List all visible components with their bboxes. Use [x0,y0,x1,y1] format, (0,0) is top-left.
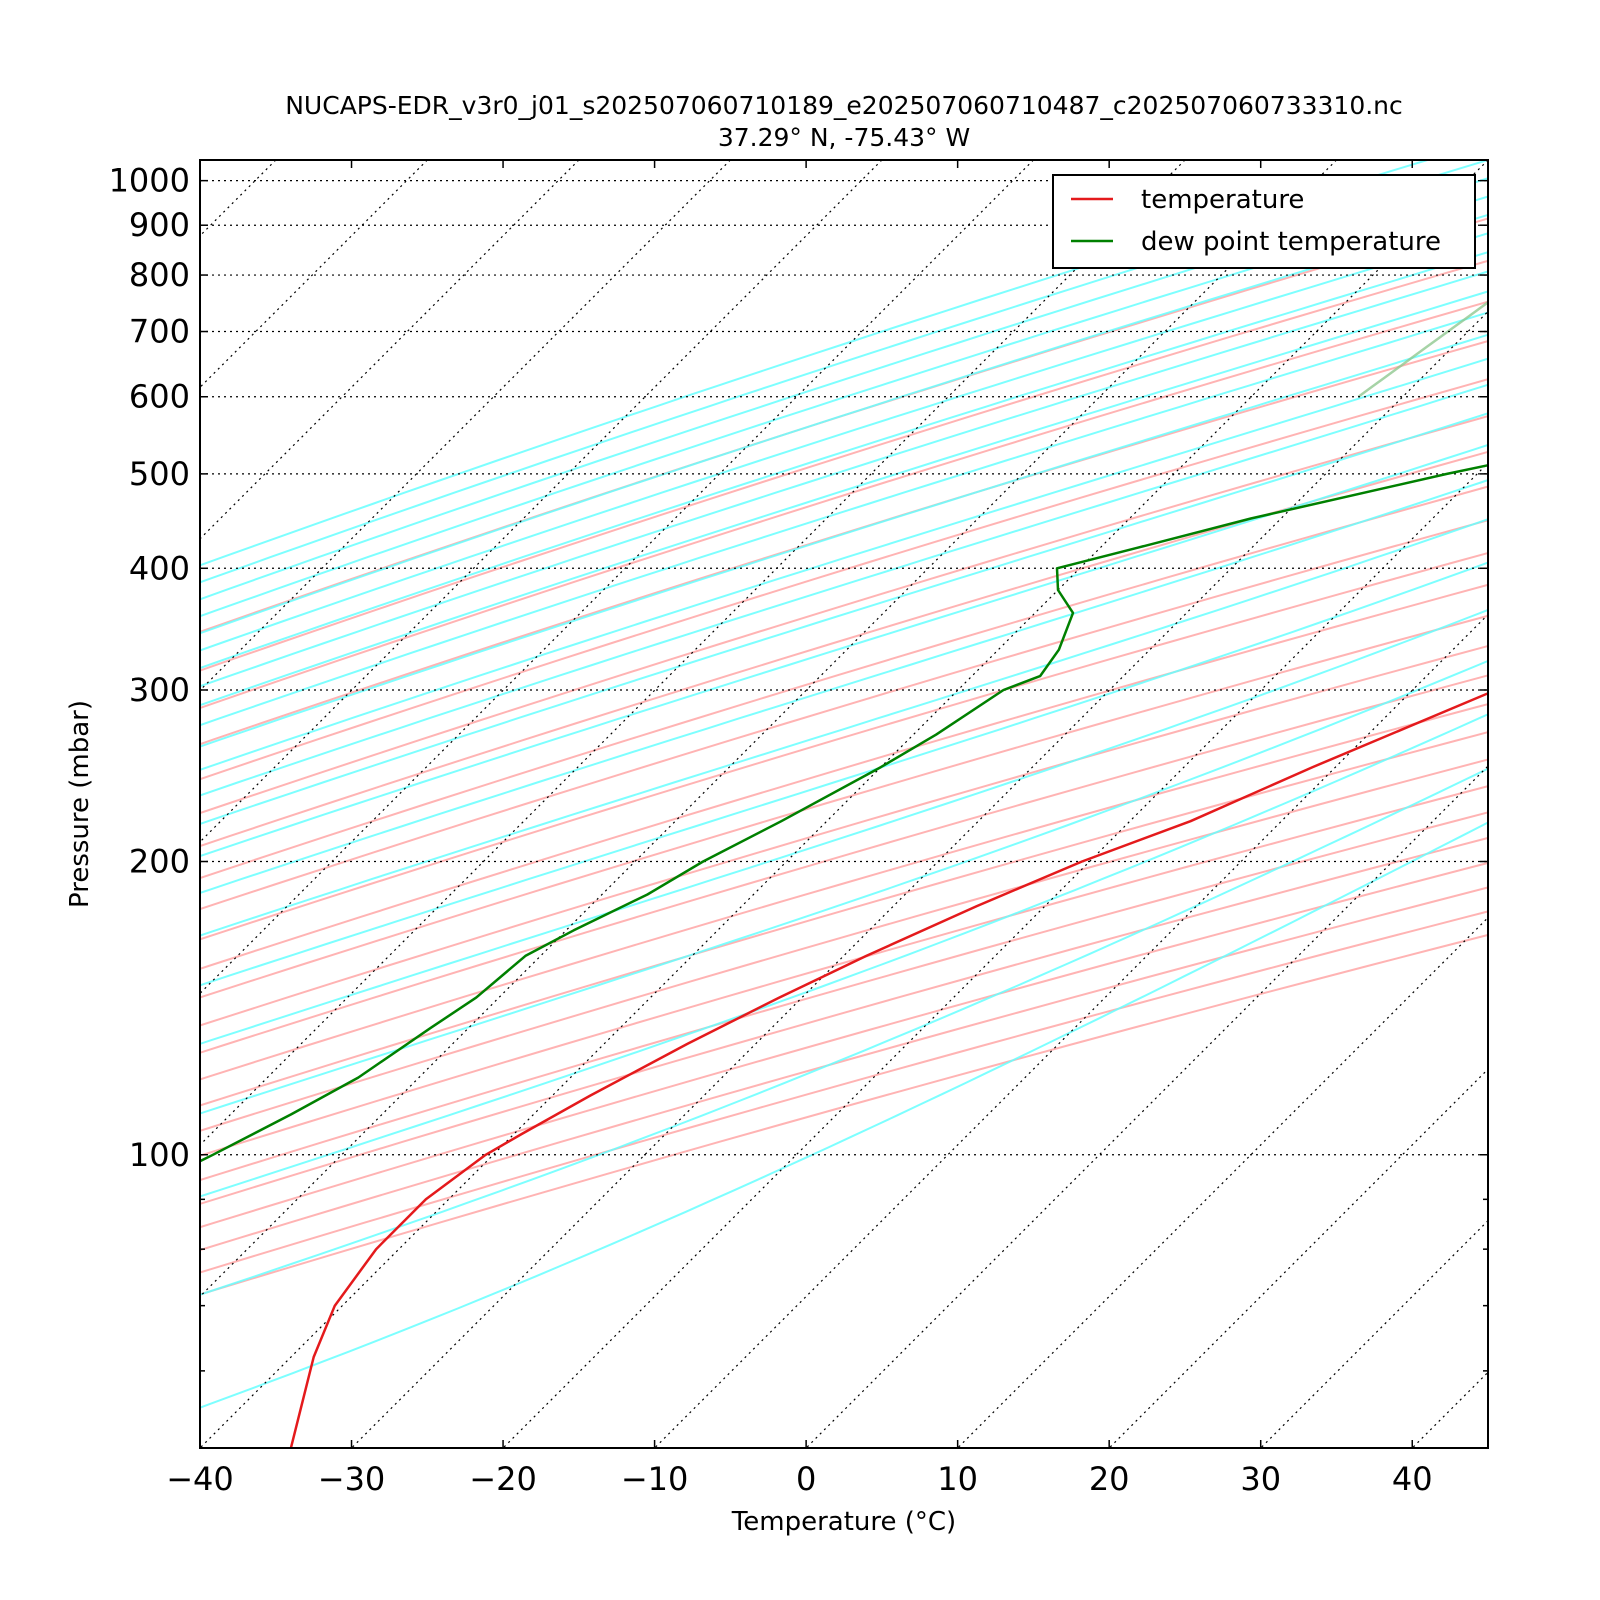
dry-adiabat-line [200,933,1488,1296]
x-tick-label: −10 [621,1460,689,1498]
dry-adiabat-line [200,758,1488,1132]
moist-adiabat-line [200,195,1488,618]
temperature-line [289,691,1488,1448]
dew-point-line [200,463,1488,1163]
moist-adiabat-line [200,412,1488,825]
y-axis-ticks: 100 200 300 400 500 600 700 800 900 1000 [109,162,1488,1372]
x-tick-label: 30 [1240,1460,1281,1498]
moist-adiabat-line [200,232,1488,652]
dry-adiabat-line [200,259,1488,672]
moist-adiabat-line [200,213,1488,635]
y-tick-label: 500 [129,455,190,493]
moist-adiabat-line [200,160,1488,584]
dry-adiabat-line [200,551,1488,941]
moist-adiabat-line [200,767,1488,1296]
x-tick-label: 0 [796,1460,816,1498]
moist-adiabat-line [200,561,1488,987]
dry-adiabat-line [200,340,1488,746]
legend-label-dew-point: dew point temperature [1141,227,1441,257]
moist-adiabat-line [200,479,1488,894]
moist-adiabat-line [200,251,1488,670]
series-layer [200,463,1488,1448]
y-tick-label: 200 [129,843,190,881]
moist-adiabat-line [200,443,1488,858]
dry-adiabat-line [200,910,1488,1274]
legend-label-temperature: temperature [1141,185,1304,215]
mixing-ratio-line [1357,300,1488,398]
moist-adiabat-line [200,518,1488,937]
x-tick-label: 40 [1392,1460,1433,1498]
dry-adiabat-line [200,644,1488,1027]
dry-adiabat-line [200,886,1488,1252]
moist-adiabat-line [200,608,1488,1045]
dry-adiabat-line [200,614,1488,999]
y-axis-label: Pressure (mbar) [65,700,95,908]
moist-adiabat-line [200,177,1488,601]
y-tick-label: 900 [129,206,190,244]
moist-adiabat-line [200,290,1488,707]
dry-adiabat-line [200,519,1488,911]
dry-adiabat-line [200,703,1488,1081]
isobar-gridlines [200,180,1488,1156]
y-tick-label: 600 [129,378,190,416]
moist-adiabat-line [200,333,1488,748]
chart-title: NUCAPS-EDR_v3r0_j01_s202507060710189_e20… [285,91,1403,120]
legend: temperature dew point temperature [1052,174,1476,269]
moist-adiabat-line [200,713,1488,1198]
y-tick-label: 800 [129,256,190,294]
moist-adiabat-line [200,311,1488,727]
dry-adiabat-line [200,450,1488,848]
moist-adiabat-line [200,821,1488,1409]
x-tick-label: 10 [937,1460,978,1498]
dry-adiabat-line [200,300,1488,710]
y-tick-label: 100 [129,1136,190,1174]
moist-adiabats [200,160,1488,1409]
y-tick-label: 700 [129,313,190,351]
mixing-ratio-lines [1357,300,1488,398]
moist-adiabat-line [200,160,1428,567]
y-tick-label: 400 [129,549,190,587]
chart-subtitle: 37.29° N, -75.43° W [718,123,970,152]
dry-adiabat-line [200,785,1488,1157]
dry-adiabat-line [200,485,1488,880]
moist-adiabat-line [200,270,1488,688]
x-tick-label: 20 [1089,1460,1130,1498]
dry-adiabat-line [200,415,1488,815]
y-tick-label: 300 [129,671,190,709]
plot-frame [199,159,1489,1449]
x-tick-label: −30 [318,1460,386,1498]
y-tick-label: 1000 [109,162,190,200]
plot-area [200,160,1488,1448]
legend-box [1052,174,1476,269]
moist-adiabat-line [200,659,1488,1115]
dry-adiabat-line [200,731,1488,1107]
x-axis-ticks: −40 −30 −20 −10 0 10 20 30 40 [166,160,1433,1498]
dry-adiabat-line [200,583,1488,970]
dry-adiabat-line [200,674,1488,1054]
moist-adiabat-line [200,357,1488,771]
x-axis-label: Temperature (°C) [731,1507,956,1537]
x-tick-label: −20 [469,1460,537,1498]
x-tick-label: −40 [166,1460,234,1498]
